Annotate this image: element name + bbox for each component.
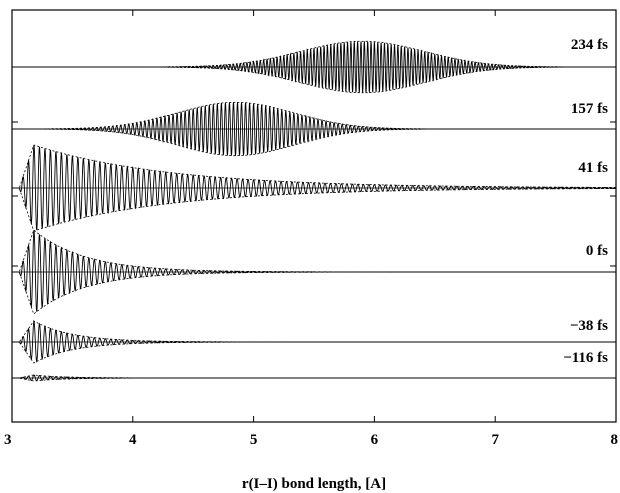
x-tick-label: 4	[129, 432, 137, 448]
x-tick-label: 5	[250, 432, 258, 448]
x-axis-label: r(I–I) bond length, [A]	[242, 476, 386, 492]
trace-envelope-lower	[12, 341, 616, 364]
trace-label: −38 fs	[570, 318, 608, 334]
x-tick-label: 8	[611, 432, 619, 448]
trace-envelope-lower	[12, 271, 616, 315]
trace-label: 0 fs	[586, 243, 608, 259]
plot-frame	[11, 9, 617, 423]
trace-envelope-upper	[12, 101, 616, 130]
trace-envelope-lower	[12, 377, 616, 382]
trace-envelope-lower	[12, 128, 616, 157]
x-tick-label: 3	[4, 432, 12, 448]
trace-envelope-upper	[12, 144, 616, 189]
trace-label: 157 fs	[571, 101, 608, 117]
traces	[12, 40, 617, 382]
x-ticks: 3 4 5 6 7 8	[4, 10, 618, 448]
trace-label: 234 fs	[571, 37, 608, 53]
x-tick-label: 7	[491, 432, 499, 448]
trace-envelope-lower	[12, 66, 616, 94]
trace-envelope-upper	[12, 320, 616, 343]
trace-series-line	[12, 319, 616, 363]
x-tick-label: 6	[371, 432, 379, 448]
trace-label: 41 fs	[578, 160, 608, 176]
trace-series-line	[12, 230, 616, 312]
trace-envelope-upper	[12, 229, 616, 273]
trace-envelope-lower	[12, 187, 616, 232]
trace-envelope-upper	[12, 374, 616, 379]
trace-labels: 234 fs 157 fs 41 fs 0 fs −38 fs −116 fs	[563, 37, 608, 366]
trace-label: −116 fs	[563, 350, 608, 366]
trace-series-line	[12, 145, 617, 231]
